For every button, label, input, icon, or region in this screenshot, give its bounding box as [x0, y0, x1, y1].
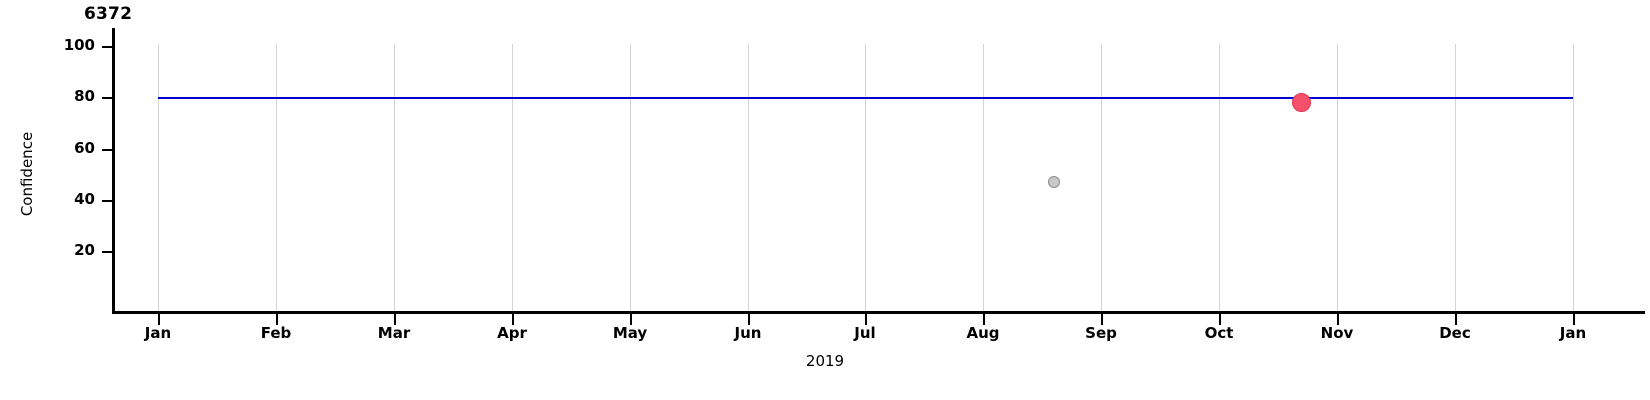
x-tick [983, 314, 985, 325]
x-tick [630, 314, 632, 325]
gridline [630, 44, 631, 311]
x-tick-label: Jul [854, 324, 876, 342]
gridline [748, 44, 749, 311]
y-tick [102, 251, 112, 253]
gridline [394, 44, 395, 311]
x-tick [512, 314, 514, 325]
x-axis-line [112, 311, 1645, 314]
x-tick [158, 314, 160, 325]
x-tick-label: Mar [377, 324, 411, 342]
x-tick [1219, 314, 1221, 325]
data-point-highlighted-point[interactable] [1292, 92, 1312, 112]
x-tick [865, 314, 867, 325]
y-axis-line [112, 28, 115, 314]
y-axis-title: Confidence [18, 131, 36, 217]
x-tick-label: Aug [966, 324, 1000, 342]
x-tick [276, 314, 278, 325]
x-tick-label: Sep [1085, 324, 1117, 342]
x-tick-label: May [612, 324, 648, 342]
y-tick-label: 20 [74, 241, 95, 259]
y-tick-label: 40 [74, 190, 95, 208]
y-tick-label: 100 [63, 36, 95, 54]
x-tick-label: Jan [144, 324, 172, 342]
y-tick [102, 46, 112, 48]
x-tick [1455, 314, 1457, 325]
x-tick-label: Jan [1559, 324, 1587, 342]
x-axis-title: 2019 [805, 352, 845, 370]
gridline [276, 44, 277, 311]
x-tick-label: Feb [260, 324, 292, 342]
x-tick-label: Apr [497, 324, 527, 342]
x-tick [1337, 314, 1339, 325]
y-tick [102, 97, 112, 99]
threshold-line [158, 97, 1573, 99]
y-tick-label: 60 [74, 139, 95, 157]
gridline [1455, 44, 1456, 311]
gridline [865, 44, 866, 311]
x-tick-label: Oct [1204, 324, 1234, 342]
gridline [1101, 44, 1102, 311]
x-tick [1573, 314, 1575, 325]
x-tick [1101, 314, 1103, 325]
chart-title: 6372 [84, 4, 133, 24]
gridline [1573, 44, 1574, 311]
y-tick [102, 200, 112, 202]
gridline [1219, 44, 1220, 311]
x-tick [394, 314, 396, 325]
x-tick-label: Dec [1439, 324, 1471, 342]
data-point-inactive-point[interactable] [1048, 175, 1061, 188]
x-tick [748, 314, 750, 325]
y-tick-label: 80 [74, 87, 95, 105]
gridline [158, 44, 159, 311]
x-tick-label: Jun [734, 324, 762, 342]
gridline [1337, 44, 1338, 311]
x-tick-label: Nov [1320, 324, 1354, 342]
gridline [983, 44, 984, 311]
y-tick [102, 149, 112, 151]
gridline [512, 44, 513, 311]
